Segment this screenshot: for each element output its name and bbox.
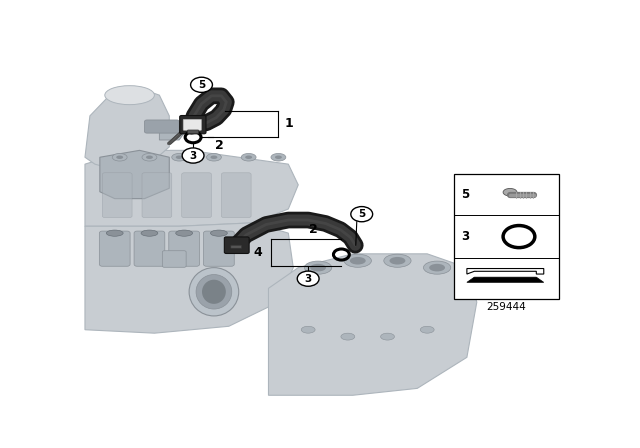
Ellipse shape [381, 333, 394, 340]
Ellipse shape [429, 264, 445, 271]
Circle shape [172, 138, 177, 140]
Circle shape [173, 137, 177, 139]
Ellipse shape [141, 230, 158, 236]
Circle shape [297, 271, 319, 286]
Text: 3: 3 [305, 274, 312, 284]
FancyBboxPatch shape [182, 173, 211, 218]
Ellipse shape [305, 261, 332, 274]
Ellipse shape [424, 261, 451, 274]
FancyBboxPatch shape [102, 173, 132, 218]
FancyBboxPatch shape [99, 231, 130, 266]
Ellipse shape [350, 257, 365, 264]
Circle shape [168, 141, 172, 144]
Ellipse shape [341, 333, 355, 340]
Polygon shape [100, 151, 169, 198]
FancyBboxPatch shape [183, 119, 202, 130]
Ellipse shape [202, 280, 226, 304]
FancyBboxPatch shape [142, 173, 172, 218]
Ellipse shape [142, 154, 157, 161]
Circle shape [179, 132, 182, 135]
Polygon shape [85, 151, 298, 226]
Ellipse shape [344, 254, 371, 267]
Text: 5: 5 [358, 209, 365, 219]
Ellipse shape [271, 154, 286, 161]
Text: 1: 1 [284, 117, 293, 130]
Ellipse shape [211, 155, 218, 159]
Ellipse shape [301, 326, 315, 333]
Text: 3: 3 [461, 230, 470, 243]
Ellipse shape [211, 230, 227, 236]
FancyBboxPatch shape [163, 251, 186, 267]
Ellipse shape [420, 326, 434, 333]
Ellipse shape [106, 230, 123, 236]
Polygon shape [467, 277, 544, 282]
FancyBboxPatch shape [221, 173, 251, 218]
Circle shape [182, 148, 204, 163]
Polygon shape [85, 88, 169, 171]
FancyBboxPatch shape [180, 116, 206, 134]
Text: 259444: 259444 [486, 302, 527, 312]
Polygon shape [85, 223, 293, 333]
Ellipse shape [384, 254, 411, 267]
Circle shape [182, 129, 187, 131]
Ellipse shape [176, 155, 182, 159]
Ellipse shape [241, 154, 256, 161]
Text: 5: 5 [461, 189, 470, 202]
Polygon shape [159, 123, 184, 140]
Text: 5: 5 [198, 80, 205, 90]
Circle shape [175, 135, 179, 138]
Circle shape [184, 128, 188, 130]
Circle shape [182, 129, 186, 132]
Circle shape [351, 207, 372, 222]
Ellipse shape [146, 155, 153, 159]
Text: 2: 2 [309, 223, 318, 236]
Ellipse shape [503, 189, 517, 196]
Circle shape [180, 131, 184, 134]
Text: 3: 3 [189, 151, 196, 160]
Ellipse shape [245, 155, 252, 159]
FancyBboxPatch shape [204, 231, 234, 266]
Ellipse shape [196, 275, 232, 309]
FancyBboxPatch shape [169, 231, 200, 266]
Circle shape [177, 134, 180, 137]
Ellipse shape [105, 86, 154, 105]
FancyBboxPatch shape [134, 231, 165, 266]
FancyBboxPatch shape [145, 120, 179, 133]
FancyBboxPatch shape [231, 245, 242, 248]
FancyBboxPatch shape [225, 237, 249, 254]
Circle shape [167, 142, 172, 145]
Circle shape [170, 140, 173, 143]
Ellipse shape [189, 267, 239, 316]
Ellipse shape [275, 155, 282, 159]
FancyBboxPatch shape [188, 130, 198, 134]
Ellipse shape [116, 155, 123, 159]
Circle shape [170, 139, 174, 142]
Circle shape [175, 136, 179, 138]
Ellipse shape [172, 154, 187, 161]
Bar [454, 174, 559, 299]
Polygon shape [467, 268, 544, 274]
Text: 4: 4 [253, 246, 262, 259]
Ellipse shape [390, 257, 405, 264]
Circle shape [191, 77, 212, 92]
Circle shape [172, 138, 175, 141]
Circle shape [177, 133, 182, 136]
Ellipse shape [176, 230, 193, 236]
Circle shape [185, 126, 189, 129]
Text: 2: 2 [215, 139, 223, 152]
Ellipse shape [112, 154, 127, 161]
Ellipse shape [310, 264, 326, 271]
Ellipse shape [207, 154, 221, 161]
Polygon shape [269, 254, 477, 395]
Circle shape [180, 130, 184, 133]
